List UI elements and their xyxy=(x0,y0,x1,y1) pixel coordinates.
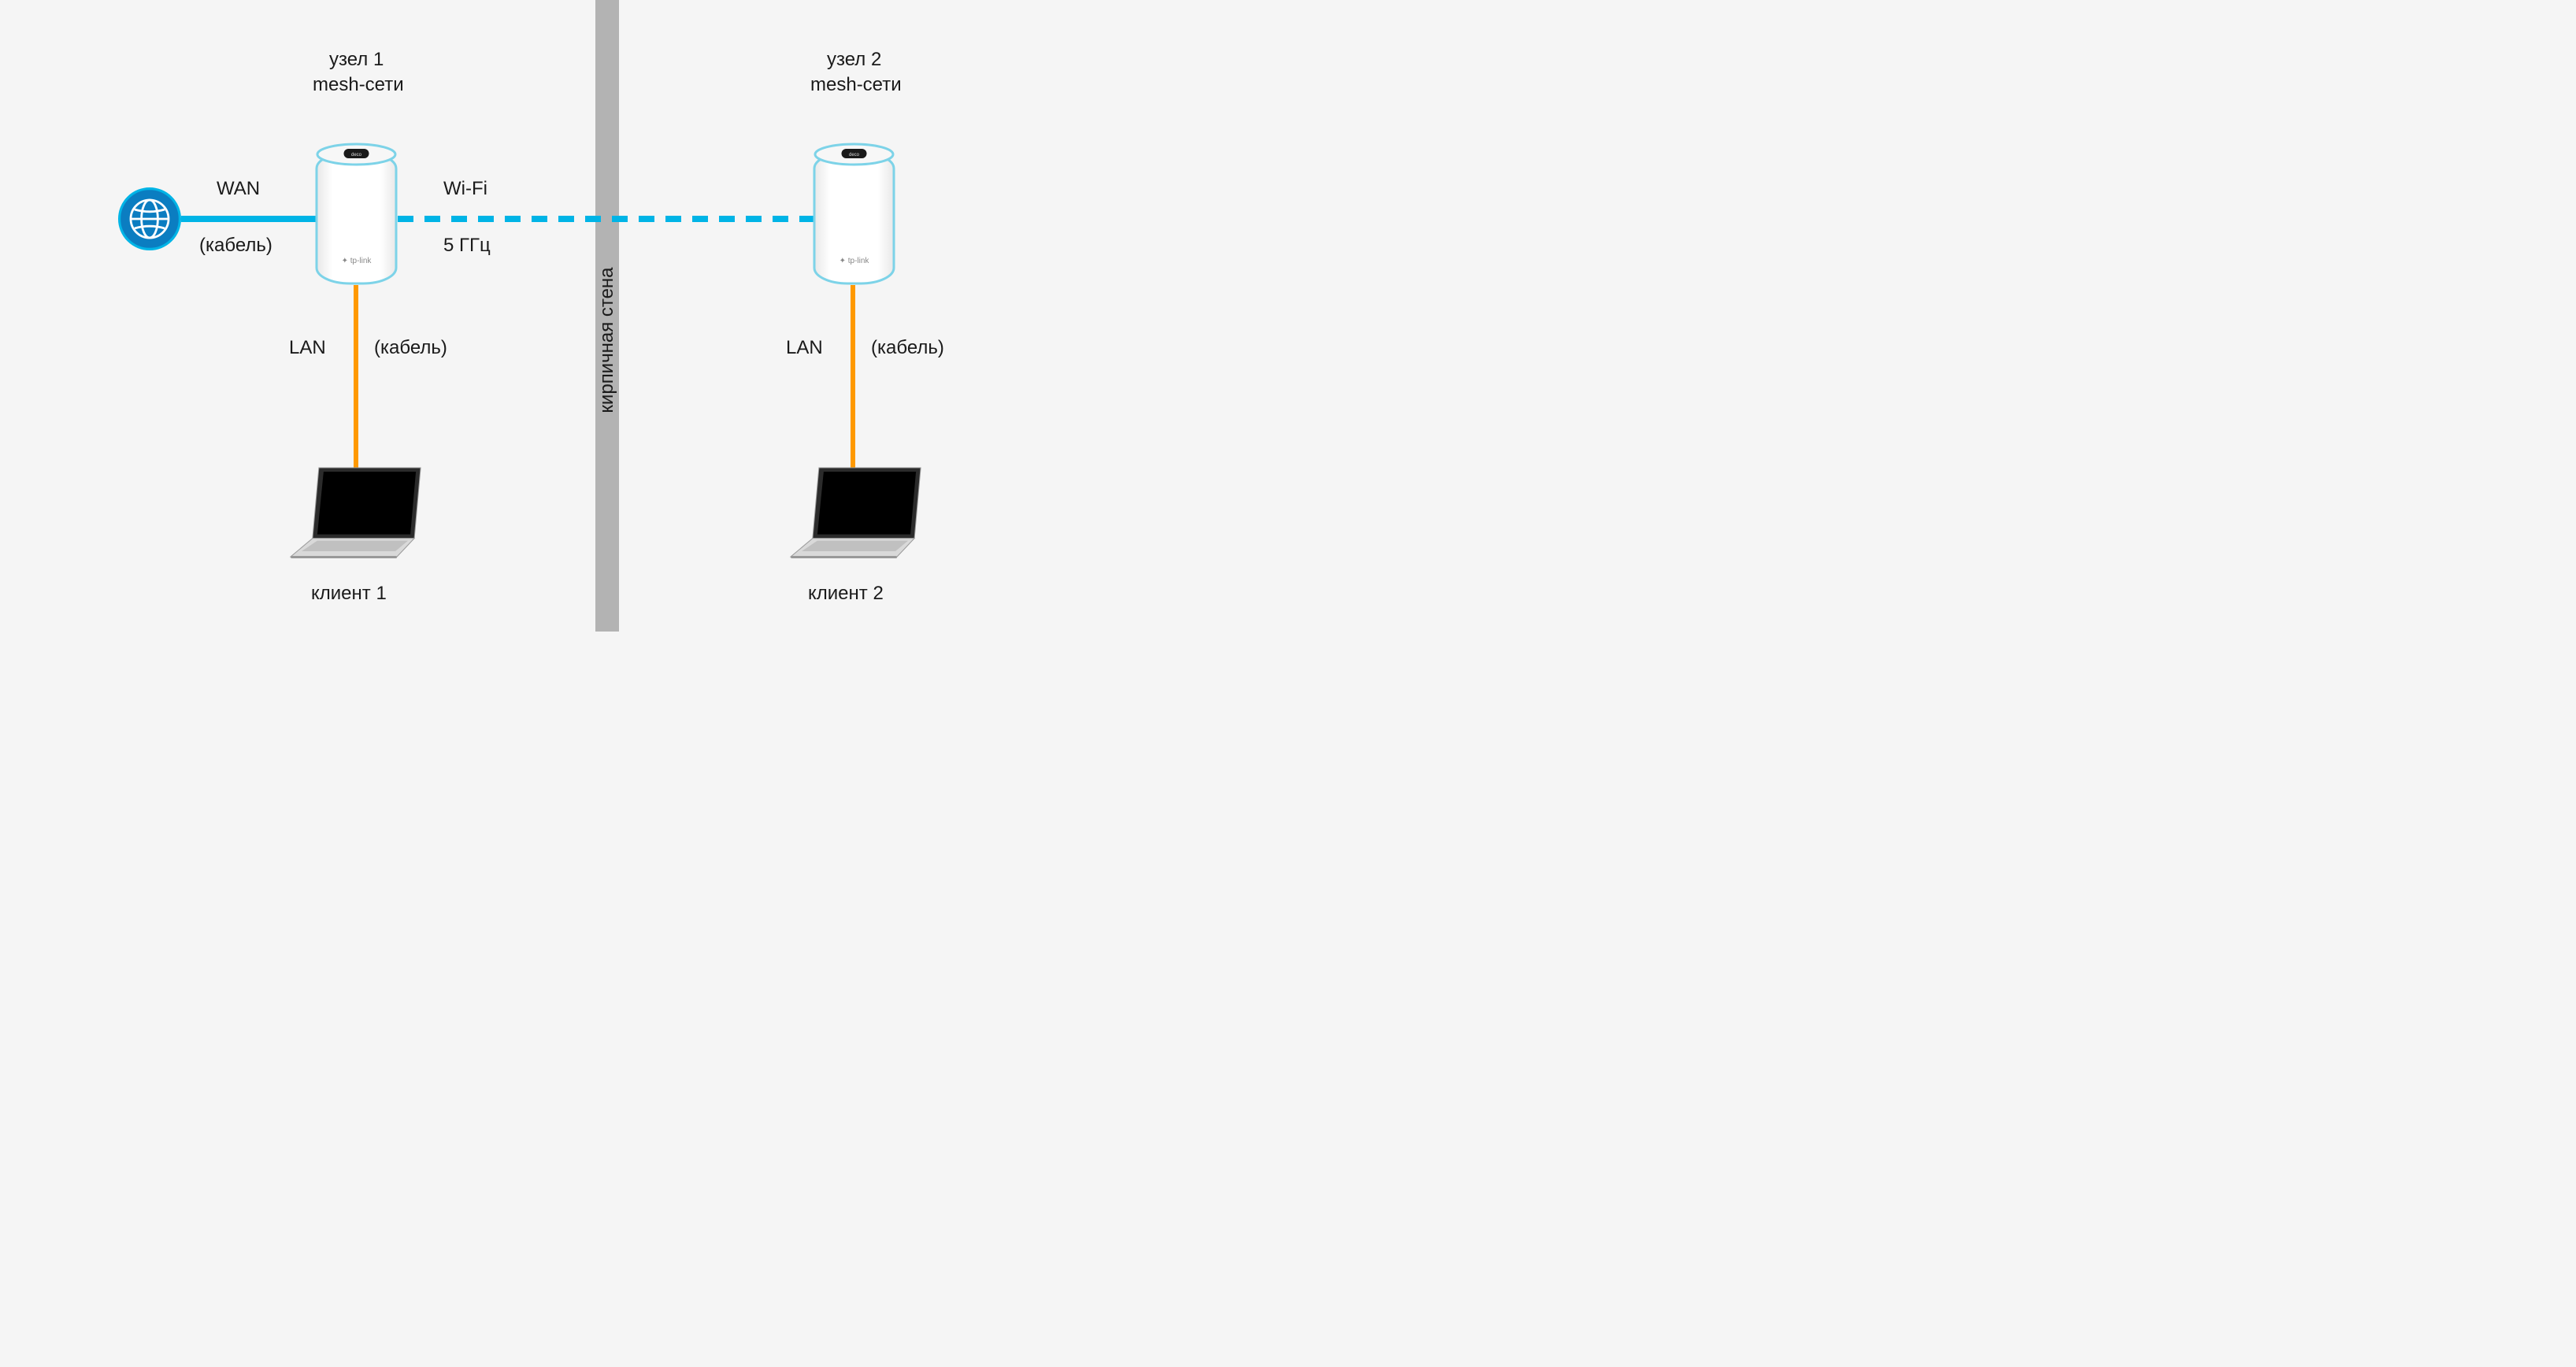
svg-text:deco: deco xyxy=(351,153,362,157)
svg-text:✦ tp-link: ✦ tp-link xyxy=(342,257,373,265)
node2-title-line2: mesh-сети xyxy=(810,74,902,96)
node1-title-line1: узел 1 xyxy=(329,49,384,71)
wan-cable-line xyxy=(181,216,319,222)
mesh-node-2: deco ✦ tp-link xyxy=(813,142,895,289)
wifi-label: Wi-Fi xyxy=(443,178,487,200)
lan2-label: LAN xyxy=(786,337,823,359)
internet-globe-icon xyxy=(118,187,181,250)
client1-label: клиент 1 xyxy=(311,583,387,605)
client-2-laptop-icon xyxy=(788,465,937,563)
lan2-sublabel: (кабель) xyxy=(871,337,944,359)
wan-sublabel: (кабель) xyxy=(199,235,272,257)
lan1-label: LAN xyxy=(289,337,326,359)
mesh-node-1: deco ✦ tp-link xyxy=(315,142,398,289)
client-1-laptop-icon xyxy=(287,465,437,563)
node2-title-line1: узел 2 xyxy=(827,49,881,71)
lan1-sublabel: (кабель) xyxy=(374,337,447,359)
svg-text:deco: deco xyxy=(849,153,860,157)
client2-label: клиент 2 xyxy=(808,583,884,605)
node1-title-line2: mesh-сети xyxy=(313,74,404,96)
wan-label: WAN xyxy=(217,178,260,200)
wall-label: кирпичная стена xyxy=(596,261,618,419)
svg-text:✦ tp-link: ✦ tp-link xyxy=(840,257,870,265)
wifi-link-line xyxy=(398,216,819,222)
wifi-sublabel: 5 ГГц xyxy=(443,235,491,257)
